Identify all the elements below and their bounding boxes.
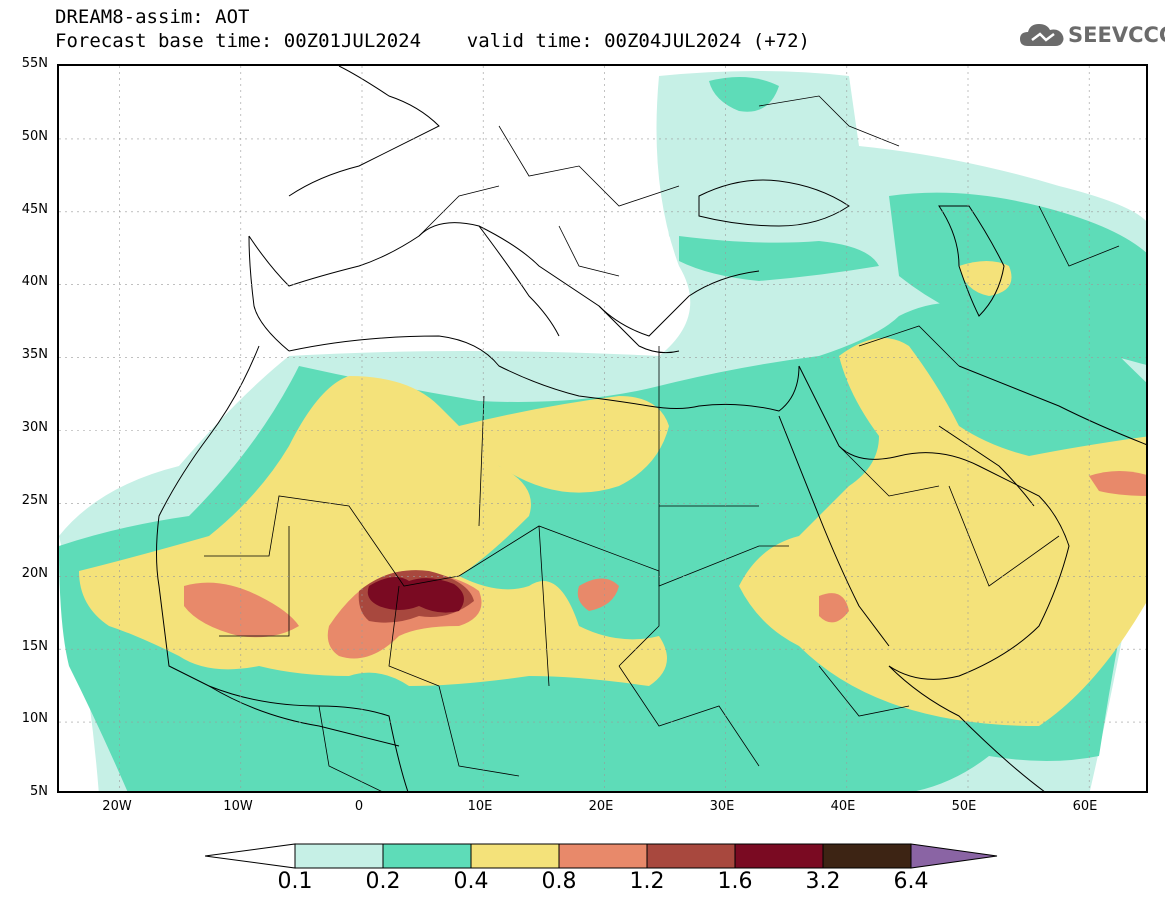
aot-0.8-oman <box>1089 471 1146 496</box>
map-title: DREAM8-assim: AOT <box>55 6 250 28</box>
colorbar-label-0.8: 0.8 <box>541 869 577 894</box>
country-borders <box>204 95 1120 791</box>
lon-label-20e: 20E <box>588 799 614 814</box>
colorbar-label-3.2: 3.2 <box>805 869 841 894</box>
colorbar-bin-1.2-1.6 <box>646 843 736 869</box>
lat-label-50n: 50N <box>21 129 48 144</box>
coast-europe <box>248 222 760 337</box>
aot-0.8-ethiopia <box>819 593 849 623</box>
lat-label-45n: 45N <box>21 202 48 217</box>
forecast-time-line: Forecast base time: 00Z01JUL2024 valid t… <box>55 30 810 52</box>
coast-iran <box>958 365 1146 445</box>
aot-0.4-libya <box>459 396 669 493</box>
cloud-icon <box>1020 24 1064 46</box>
colorbar-label-0.2: 0.2 <box>365 869 401 894</box>
coast-north-africa <box>288 335 800 412</box>
lat-label-40n: 40N <box>21 274 48 289</box>
aot-contours <box>59 71 1146 791</box>
colorbar-bin-1.6-3.2 <box>734 843 824 869</box>
colorbar-label-0.1: 0.1 <box>277 869 313 894</box>
colorbar-label-6.4: 6.4 <box>893 869 929 894</box>
lon-label-50e: 50E <box>951 799 977 814</box>
aot-0.8-chad <box>577 578 619 611</box>
lat-label-30n: 30N <box>21 420 48 435</box>
coast-iberia <box>248 235 290 352</box>
aot-0.2-ukraine <box>709 77 779 112</box>
coast-greece <box>598 305 680 354</box>
coast-arabia <box>798 365 1070 680</box>
colorbar-bin-0.1-0.2 <box>294 843 384 869</box>
aot-0.2-eastmed <box>679 236 879 281</box>
aot-0.4-arabia <box>739 338 1146 726</box>
coastlines <box>156 66 1146 791</box>
colorbar-label-1.6: 1.6 <box>717 869 753 894</box>
seevccc-logo: SEEVCCC <box>1018 20 1165 50</box>
coast-horn <box>888 665 1045 791</box>
coast-caspian <box>938 205 1005 317</box>
lon-label-30e: 30E <box>709 799 735 814</box>
lon-label-60e: 60E <box>1072 799 1098 814</box>
lat-label-55n: 55N <box>21 56 48 71</box>
logo-text: SEEVCCC <box>1068 23 1165 47</box>
aot-colorbar <box>205 843 998 869</box>
lon-label-40e: 40E <box>830 799 856 814</box>
map-canvas <box>59 66 1146 791</box>
colorbar-high-arrow <box>910 843 998 869</box>
lat-label-25n: 25N <box>21 493 48 508</box>
colorbar-label-1.2: 1.2 <box>629 869 665 894</box>
colorbar-low-arrow <box>205 843 296 869</box>
lat-label-10n: 10N <box>21 711 48 726</box>
coast-italy <box>478 225 560 337</box>
lon-label-20w: 20W <box>102 799 132 814</box>
aot-map <box>57 64 1148 793</box>
colorbar-bin-3.2-6.4 <box>822 843 912 869</box>
lat-label-20n: 20N <box>21 566 48 581</box>
colorbar-bin-0.4-0.8 <box>470 843 560 869</box>
aot-0.2-caspian <box>889 192 1146 365</box>
lat-label-5n: 5N <box>30 784 48 799</box>
aot-0.8-mali <box>184 582 299 638</box>
grid-lines <box>59 66 1146 791</box>
aot-1.6-core <box>367 577 464 613</box>
lon-label-10w: 10W <box>223 799 253 814</box>
lon-label-0: 0 <box>354 799 364 814</box>
coast-persian-gulf <box>938 425 1035 507</box>
coast-blacksea <box>698 179 850 227</box>
lon-label-10e: 10E <box>467 799 493 814</box>
colorbar-bin-0.8-1.2 <box>558 843 648 869</box>
coast-france-uk <box>288 66 440 197</box>
colorbar-bin-0.2-0.4 <box>382 843 472 869</box>
coast-redsea <box>778 415 890 647</box>
coast-gulf-guinea <box>208 685 400 747</box>
coast-west-africa <box>156 345 409 791</box>
lat-label-35n: 35N <box>21 347 48 362</box>
lat-label-15n: 15N <box>21 639 48 654</box>
colorbar-label-0.4: 0.4 <box>453 869 489 894</box>
